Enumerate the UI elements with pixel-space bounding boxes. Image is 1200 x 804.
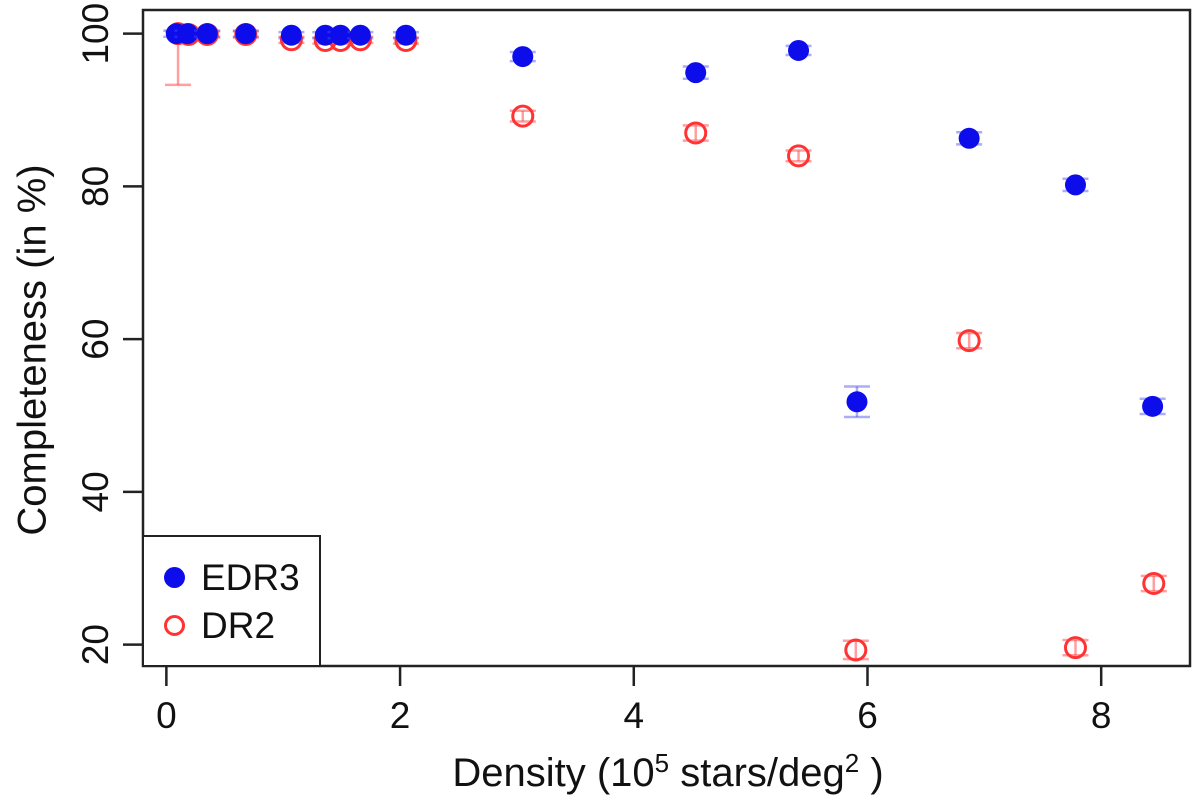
filled-circle-marker xyxy=(349,24,371,46)
x-tick-label-0: 0 xyxy=(156,695,177,736)
y-tick-label-40: 40 xyxy=(75,471,116,512)
dr2-point xyxy=(1062,636,1089,660)
x-tick-label-8: 8 xyxy=(1091,695,1112,736)
edr3-point xyxy=(1139,395,1166,417)
edr3-point xyxy=(956,127,983,149)
open-circle-marker xyxy=(511,104,535,128)
x-axis-title-part: stars/deg xyxy=(669,751,845,795)
series-edr3 xyxy=(163,23,1166,419)
open-circle-marker xyxy=(1063,636,1087,660)
edr3-point xyxy=(843,385,870,419)
filled-circle-marker xyxy=(1142,395,1164,417)
edr3-point xyxy=(232,23,259,45)
x-axis-title-part: Density (10 xyxy=(452,751,655,795)
dr2-point xyxy=(956,329,983,353)
filled-circle-marker xyxy=(395,24,417,46)
dr2-point xyxy=(509,104,536,128)
edr3-point xyxy=(327,24,354,46)
y-tick-label-80: 80 xyxy=(75,166,116,207)
x-tick-label-2: 2 xyxy=(390,695,411,736)
filled-circle-marker xyxy=(958,127,980,149)
filled-circle-marker xyxy=(196,23,218,45)
filled-circle-marker xyxy=(1064,174,1086,196)
edr3-point xyxy=(347,24,374,46)
legend-label-edr3: EDR3 xyxy=(201,556,300,598)
y-tick-label-20: 20 xyxy=(75,624,116,665)
filled-circle-marker xyxy=(176,23,198,45)
filled-circle-marker xyxy=(329,24,351,46)
x-axis-title-superscript: 5 xyxy=(654,748,670,778)
legend-item-edr3: EDR3 xyxy=(164,558,319,596)
edr3-point xyxy=(682,62,709,84)
open-circle-marker xyxy=(684,121,708,145)
legend-label-dr2: DR2 xyxy=(201,604,276,646)
x-axis-title: Density (105 stars/deg2 ) xyxy=(452,748,883,796)
x-tick-label-4: 4 xyxy=(623,695,644,736)
dr2-point xyxy=(682,121,709,145)
dr2-point xyxy=(842,638,869,662)
plot-border xyxy=(141,8,1192,668)
filled-circle-marker xyxy=(280,24,302,46)
edr3-point xyxy=(194,23,221,45)
x-axis-title-part: ) xyxy=(859,751,884,795)
filled-circle-marker xyxy=(512,46,534,68)
edr3-point xyxy=(278,24,305,46)
dr2-point xyxy=(1140,572,1167,596)
y-tick-label-60: 60 xyxy=(75,319,116,360)
open-circle-marker xyxy=(844,638,868,662)
open-circle-marker xyxy=(957,329,981,353)
edr3-point xyxy=(174,23,201,45)
edr3-point xyxy=(509,46,536,68)
y-axis-title: Completeness (in %) xyxy=(10,164,55,536)
legend-box: EDR3 DR2 xyxy=(142,535,321,667)
x-tick-label-6: 6 xyxy=(857,695,878,736)
filled-circle-marker xyxy=(314,24,336,46)
legend-item-dr2: DR2 xyxy=(164,606,319,644)
y-tick-label-100: 100 xyxy=(75,3,116,65)
edr3-point xyxy=(392,24,419,46)
dr2-open-circle-icon xyxy=(164,614,185,636)
edr3-point xyxy=(785,39,812,61)
filled-circle-marker xyxy=(685,62,707,84)
dr2-point xyxy=(785,144,812,168)
open-circle-marker xyxy=(787,144,811,168)
edr3-point xyxy=(1062,174,1089,196)
filled-circle-marker xyxy=(788,39,810,61)
open-circle-marker xyxy=(1142,572,1166,596)
edr3-filled-circle-icon xyxy=(164,566,185,588)
x-axis-title-superscript: 2 xyxy=(844,748,860,778)
filled-circle-marker xyxy=(235,23,257,45)
filled-circle-marker xyxy=(846,391,868,413)
